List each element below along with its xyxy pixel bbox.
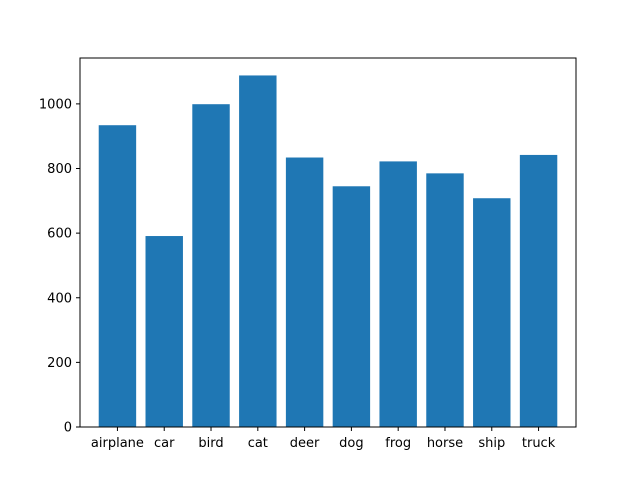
y-tick-label-0: 0 — [64, 421, 72, 436]
bar-truck — [519, 154, 558, 428]
bars-layer — [98, 75, 558, 428]
bar-dog — [332, 186, 371, 427]
x-tick-label-ship: ship — [478, 436, 505, 451]
x-tick-label-horse: horse — [427, 436, 463, 451]
x-tick-label-frog: frog — [385, 436, 411, 451]
plot-frame — [79, 57, 577, 428]
axes-layer: airplane car bird cat deer dog frog horse ship tr… — [39, 57, 577, 451]
x-tick-label-bird: bird — [198, 436, 223, 451]
y-tick-label-800: 800 — [47, 162, 72, 177]
bar-bird — [192, 104, 230, 427]
bar-airplane — [98, 125, 137, 427]
x-tick-label-dog: dog — [339, 436, 363, 451]
y-tick-label-400: 400 — [47, 291, 72, 306]
y-tick-label-200: 200 — [47, 356, 72, 371]
bar-deer — [285, 157, 324, 427]
bar-car — [145, 236, 183, 427]
bar-ship — [473, 198, 511, 427]
x-tick-label-cat: cat — [248, 436, 268, 451]
bar-horse — [426, 173, 464, 427]
y-tick-label-1000: 1000 — [39, 97, 72, 112]
bar-cat — [239, 75, 277, 427]
bar-frog — [379, 161, 417, 427]
x-tick-label-deer: deer — [290, 436, 320, 451]
y-tick-label-600: 600 — [47, 227, 72, 242]
x-tick-label-airplane: airplane — [91, 436, 144, 451]
x-tick-label-car: car — [154, 436, 175, 451]
x-tick-label-truck: truck — [522, 436, 556, 451]
